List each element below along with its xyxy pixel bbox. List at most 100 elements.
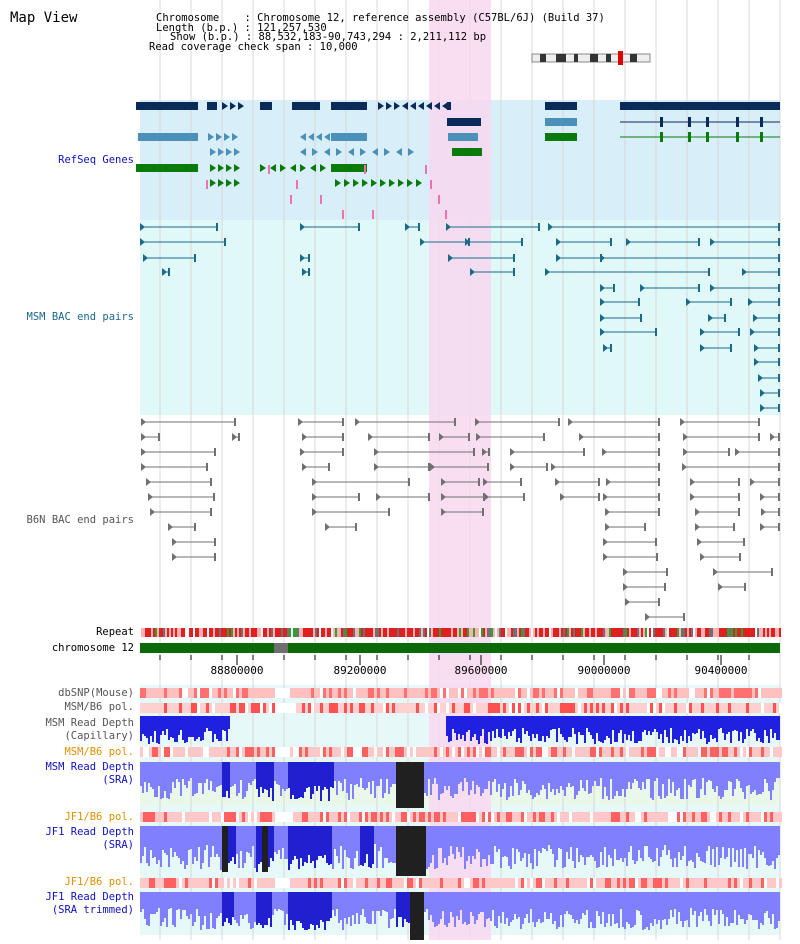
msm-cap-depth-bar [776, 716, 778, 740]
msm-sra-depth-bar [708, 762, 710, 780]
gene-arrow [210, 164, 216, 172]
jf1-trim-depth-bar [232, 892, 234, 917]
jf1-trim-depth-bar [512, 892, 514, 920]
repeat-cell [419, 628, 421, 637]
msm-cap-depth-bar [480, 716, 482, 736]
heat-cell [320, 747, 323, 757]
repeat-cell [469, 628, 471, 637]
msm-cap-depth-bar [600, 716, 602, 742]
heat-cell [692, 747, 695, 757]
heat-cell [755, 878, 758, 888]
b6n-bac-label[interactable]: B6N BAC end pairs [26, 514, 134, 526]
msm-sra-depth-bar [164, 762, 166, 791]
gene-block [447, 102, 451, 110]
jf1-pol-label-2[interactable]: JF1/B6 pol. [64, 876, 134, 888]
heat-cell [191, 688, 194, 698]
repeat-cell [707, 628, 709, 637]
jf1-sra-depth-bar [752, 826, 754, 858]
heat-cell [485, 703, 488, 713]
heat-cell [233, 878, 236, 888]
heat-cell [752, 688, 755, 698]
heat-cell [497, 688, 500, 698]
heat-cell [401, 688, 404, 698]
b6n-bac-pair-end [750, 478, 755, 486]
heat-cell [380, 703, 383, 713]
heat-cell [326, 812, 329, 822]
heat-cell [272, 688, 275, 698]
msm-b6-pol-label-1[interactable]: MSM/B6 pol. [64, 701, 134, 713]
repeat-cell [773, 628, 775, 637]
jf1-sra-saturated-thin [262, 826, 268, 872]
msm-depth-cap-label[interactable]: MSM Read Depth [45, 717, 134, 729]
heat-cell [533, 812, 536, 822]
refseq-genes-label[interactable]: RefSeq Genes [58, 154, 134, 166]
jf1-pol-label-1[interactable]: JF1/B6 pol. [64, 811, 134, 823]
msm-cap-depth-bar [566, 716, 568, 742]
heat-cell [743, 878, 746, 888]
jf1-trim-depth-bar [496, 892, 498, 928]
repeat-cell [243, 628, 245, 637]
heat-cell [740, 688, 743, 698]
jf1-trim-depth-bar [322, 892, 324, 922]
heat-cell [176, 878, 179, 888]
msm-cap-depth-bar [636, 716, 638, 743]
b6n-bac-pair-end [700, 553, 705, 561]
jf1-trim-depth-bar [576, 892, 578, 920]
heat-cell [563, 812, 566, 822]
msm-bac-pair-end [698, 238, 700, 246]
heat-cell [200, 703, 203, 713]
b6n-bac-pair-end [510, 463, 515, 471]
heat-cell [194, 703, 197, 713]
msm-cap-depth-bar [688, 716, 690, 736]
jf1-sra-depth-bar [480, 826, 482, 867]
heat-cell [215, 878, 218, 888]
repeat-cell [293, 628, 295, 637]
heat-cell [308, 812, 311, 822]
heat-cell [452, 747, 455, 757]
b6n-bac-pair-end [473, 448, 475, 456]
heat-cell [767, 747, 770, 757]
heat-cell [644, 747, 647, 757]
msm-cap-depth-bar [526, 716, 528, 731]
msm-depth-sra-label[interactable]: MSM Read Depth [45, 761, 134, 773]
jf1-sra-depth-bar [640, 826, 642, 858]
ideogram-band [590, 54, 598, 62]
msm-sra-depth-bar [778, 762, 780, 778]
heat-cell [536, 812, 539, 822]
b6n-bac-pair-end [656, 553, 658, 561]
jf1-trim-depth-bar [772, 892, 774, 914]
dbsnp-label[interactable]: dbSNP(Mouse) [58, 687, 134, 699]
msm-b6-pol-label-2[interactable]: MSM/B6 pol. [64, 746, 134, 758]
heat-cell [728, 878, 731, 888]
b6n-bac-pair-end [644, 523, 646, 531]
msm-cap-depth-bar [488, 716, 490, 732]
repeat-cell [675, 628, 677, 637]
heat-cell [563, 703, 566, 713]
msm-bac-pair-end [778, 254, 780, 262]
msm-cap-depth-bar [778, 716, 780, 740]
jf1-trim-sub: (SRA trimmed) [51, 904, 134, 916]
jf1-sra-depth-bar [622, 826, 624, 862]
msm-sra-depth-bar [152, 762, 154, 789]
jf1-sra-depth-bar [488, 826, 490, 855]
jf1-trim-depth-bar [506, 892, 508, 918]
msm-bac-label[interactable]: MSM BAC end pairs [26, 311, 134, 323]
msm-sra-depth-bar [744, 762, 746, 799]
jf1-sra-depth-bar [690, 826, 692, 860]
heat-cell [407, 747, 410, 757]
heat-cell [569, 688, 572, 698]
msm-cap-depth-bar [530, 716, 532, 741]
jf1-sra-depth-bar [502, 826, 504, 857]
repeat-cell [591, 628, 593, 637]
msm-cap-depth-bar [590, 716, 592, 735]
jf1-trim-label[interactable]: JF1 Read Depth [45, 891, 134, 903]
heat-cell [398, 747, 401, 757]
jf1-depth-label[interactable]: JF1 Read Depth [45, 826, 134, 838]
jf1-trim-depth-bar [470, 892, 472, 912]
msm-sra-depth-bar [730, 762, 732, 782]
msm-sra-depth-bar [640, 762, 642, 790]
heat-cell [218, 688, 221, 698]
jf1-sra-depth-bar [666, 826, 668, 855]
